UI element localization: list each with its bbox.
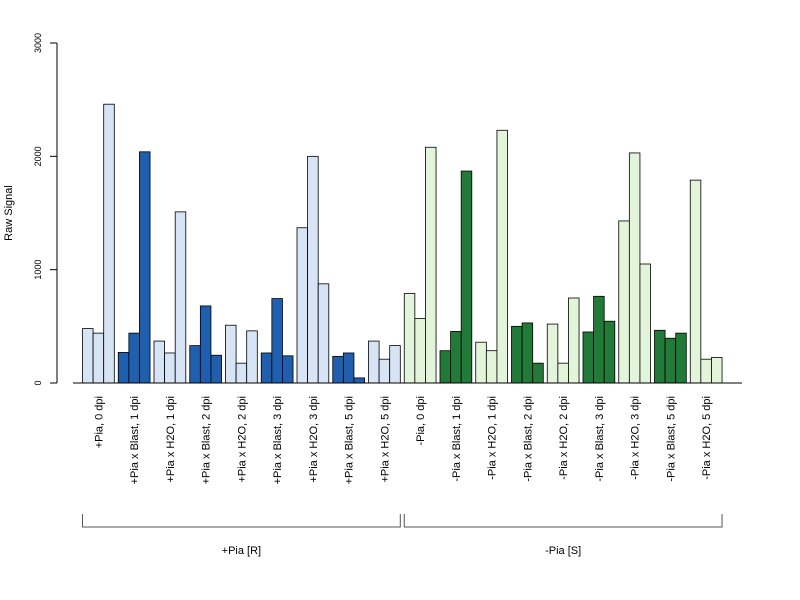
y-tick-label: 1000 (33, 260, 43, 280)
bar (189, 345, 201, 384)
bar (628, 152, 641, 384)
category-label: -Pia x Blast, 1 dpi (451, 396, 463, 482)
bar (378, 358, 391, 384)
bar (700, 358, 712, 384)
group-label: +Pia [R] (222, 545, 261, 557)
bar (296, 227, 309, 384)
category-label: -Pia x H2O, 1 dpi (487, 396, 499, 480)
bar (496, 129, 508, 384)
bar (210, 354, 222, 384)
bar (664, 337, 677, 384)
y-tick-label: 3000 (33, 33, 43, 53)
category-label: +Pia, 0 dpi (93, 396, 105, 448)
bar (174, 211, 187, 384)
bars (82, 103, 723, 384)
bar (271, 298, 283, 384)
category-label: -Pia x Blast, 5 dpi (665, 396, 677, 482)
bar (568, 297, 580, 384)
group-brackets: +Pia [R] -Pia [S] (82, 514, 723, 557)
y-axis: 0 1000 2000 3000 (33, 33, 58, 386)
bar (460, 170, 473, 384)
category-label: +Pia x H2O, 3 dpi (308, 396, 320, 483)
category-label: +Pia x Blast, 1 dpi (129, 396, 141, 484)
bar (475, 341, 487, 384)
bar (511, 325, 523, 384)
group-bracket (403, 514, 723, 528)
bar (117, 351, 130, 384)
bar (225, 324, 237, 384)
group-bracket (82, 514, 401, 528)
bar (603, 320, 616, 384)
bar (439, 350, 452, 384)
bar (128, 332, 140, 384)
bar (450, 331, 462, 384)
bar (546, 323, 559, 384)
bar (675, 332, 687, 384)
bar (282, 355, 294, 384)
category-labels: +Pia, 0 dpi +Pia x Blast, 1 dpi +Pia x H2O… (93, 396, 713, 484)
bar (153, 340, 166, 384)
category-label: +Pia x Blast, 5 dpi (344, 396, 356, 484)
category-label: +Pia x H2O, 5 dpi (379, 396, 391, 483)
bar (82, 328, 94, 384)
bar (164, 352, 176, 384)
category-label: -Pia x Blast, 3 dpi (594, 396, 606, 482)
bar (139, 151, 151, 384)
bar (711, 357, 723, 384)
y-tick-label: 0 (33, 380, 43, 385)
bar (260, 352, 273, 384)
category-label: +Pia x H2O, 2 dpi (236, 396, 248, 483)
category-label: +Pia x Blast, 2 dpi (201, 396, 213, 484)
bar (485, 350, 498, 384)
bar (414, 317, 426, 384)
bar (654, 329, 666, 384)
bar (235, 362, 248, 384)
bar (521, 322, 534, 384)
bar (103, 103, 115, 384)
bar (307, 155, 319, 384)
bar (425, 146, 437, 384)
group-label: -Pia [S] (545, 545, 581, 557)
category-label: -Pia x H2O, 3 dpi (630, 396, 642, 480)
bar (532, 362, 544, 384)
bar (557, 362, 569, 384)
bar (353, 377, 365, 384)
category-label: +Pia x H2O, 1 dpi (165, 396, 177, 483)
category-label: -Pia x H2O, 2 dpi (558, 396, 570, 480)
bar (403, 293, 416, 384)
category-label: -Pia x Blast, 2 dpi (522, 396, 534, 482)
bar (618, 220, 630, 384)
y-tick-label: 2000 (33, 146, 43, 166)
bar (317, 283, 330, 384)
bar (332, 355, 344, 384)
bar (639, 263, 651, 384)
bar (342, 352, 355, 384)
bar (389, 345, 401, 384)
bar (689, 179, 702, 384)
category-label: -Pia x H2O, 5 dpi (701, 396, 713, 480)
bar (593, 295, 605, 384)
y-axis-title: Raw Signal (3, 185, 15, 241)
category-label: +Pia x Blast, 3 dpi (272, 396, 284, 484)
bar (368, 340, 380, 384)
bar (92, 332, 105, 384)
bar (246, 330, 258, 384)
bar (582, 331, 595, 384)
category-label: -Pia, 0 dpi (415, 396, 427, 446)
bar (199, 305, 212, 384)
